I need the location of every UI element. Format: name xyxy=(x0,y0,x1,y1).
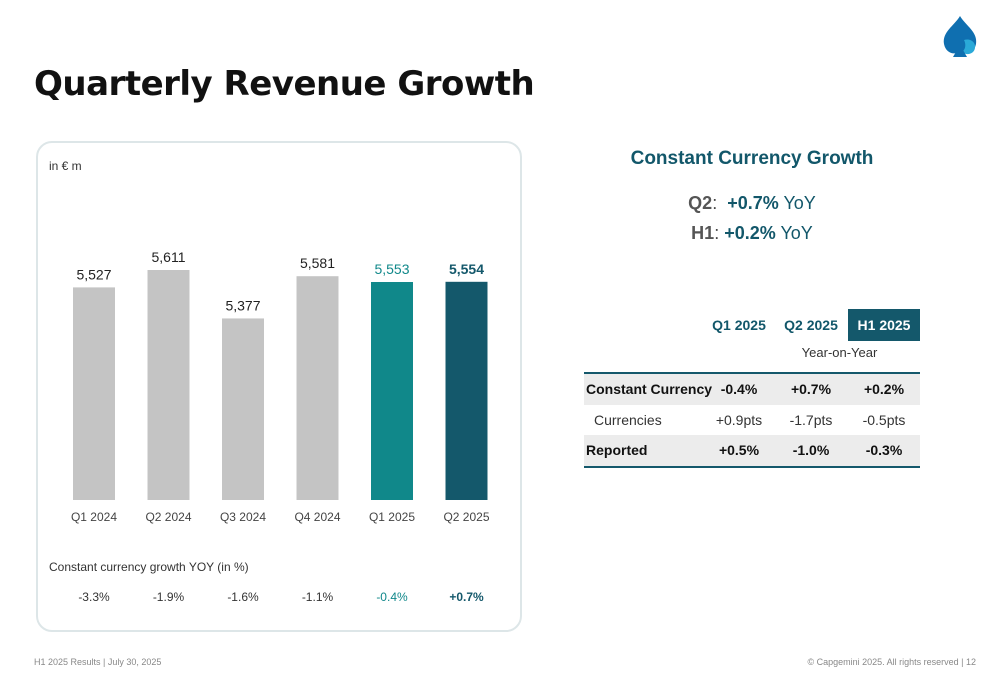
spade-logo-icon xyxy=(943,16,977,57)
bar xyxy=(445,281,488,500)
page-title: Quarterly Revenue Growth xyxy=(34,64,535,104)
growth-rate-label: -1.9% xyxy=(153,590,185,604)
row-label: Constant Currency xyxy=(586,381,713,397)
table-header-h1-2025: H1 2025 xyxy=(848,309,920,341)
growth-rate-label: +0.7% xyxy=(449,590,484,604)
chart-unit-label: in € m xyxy=(49,159,82,173)
bar-value-label: 5,581 xyxy=(300,255,335,271)
h1-yoy-text: YoY xyxy=(780,223,813,243)
bar xyxy=(147,270,190,500)
footer-left: H1 2025 Results | July 30, 2025 xyxy=(34,657,162,667)
chart-card xyxy=(36,141,522,632)
h1-growth-value: +0.2% xyxy=(724,223,776,243)
growth-row-title: Constant currency growth YOY (in %) xyxy=(49,560,249,574)
bar xyxy=(73,287,115,500)
table-header-q1-2025: Q1 2025 xyxy=(712,317,766,333)
q2-growth-value: +0.7% xyxy=(727,193,779,213)
growth-rate-label: -0.4% xyxy=(376,590,408,604)
footer-right: © Capgemini 2025. All rights reserved | … xyxy=(807,657,976,667)
bar-value-label: 5,554 xyxy=(449,261,484,277)
bar-value-label: 5,611 xyxy=(152,249,186,265)
table-cell: -0.3% xyxy=(865,442,903,458)
x-tick-label: Q2 2024 xyxy=(145,510,191,524)
bar-value-label: 5,377 xyxy=(225,297,260,313)
x-tick-label: Q1 2024 xyxy=(71,510,117,524)
bar xyxy=(296,276,339,500)
q2-growth-line: Q2: +0.7% YoY xyxy=(688,193,816,213)
table-row-reported: Reported +0.5% -1.0% -0.3% xyxy=(584,435,920,468)
table-cell: -0.5pts xyxy=(862,412,906,428)
table-row-currencies: Currencies +0.9pts -1.7pts -0.5pts xyxy=(584,405,920,436)
table-cell: +0.5% xyxy=(718,442,760,458)
q2-yoy-text: YoY xyxy=(783,193,816,213)
growth-rate-label: -3.3% xyxy=(78,590,110,604)
table-cell: +0.2% xyxy=(863,381,905,397)
constant-currency-title: Constant Currency Growth xyxy=(630,148,874,169)
table-header-q2-2025: Q2 2025 xyxy=(784,317,838,333)
h1-label: H1 xyxy=(691,223,715,243)
q2-label: Q2 xyxy=(688,193,713,213)
bar-value-label: 5,553 xyxy=(374,261,409,277)
table-cell: +0.7% xyxy=(790,381,832,397)
x-tick-label: Q3 2024 xyxy=(220,510,266,524)
table-header-row: Q1 2025 Q2 2025 H1 2025 xyxy=(584,309,920,341)
table-cell: -1.7pts xyxy=(789,412,833,428)
table-cell: +0.9pts xyxy=(715,412,763,428)
x-tick-label: Q2 2025 xyxy=(443,510,489,524)
growth-rate-label: -1.1% xyxy=(302,590,334,604)
row-label: Reported xyxy=(586,442,648,458)
x-tick-label: Q4 2024 xyxy=(294,510,340,524)
table-cell: -0.4% xyxy=(720,381,758,397)
bar xyxy=(371,282,413,500)
x-tick-label: Q1 2025 xyxy=(369,510,415,524)
table-row-constant-currency: Constant Currency -0.4% +0.7% +0.2% xyxy=(584,372,920,405)
table-subheader: Year-on-Year xyxy=(801,345,878,360)
bar-value-label: 5,527 xyxy=(76,266,111,282)
table-cell: -1.0% xyxy=(792,442,830,458)
bar xyxy=(222,318,264,500)
growth-rate-label: -1.6% xyxy=(227,590,259,604)
h1-growth-line: H1: +0.2% YoY xyxy=(691,223,813,243)
row-label: Currencies xyxy=(594,412,662,428)
